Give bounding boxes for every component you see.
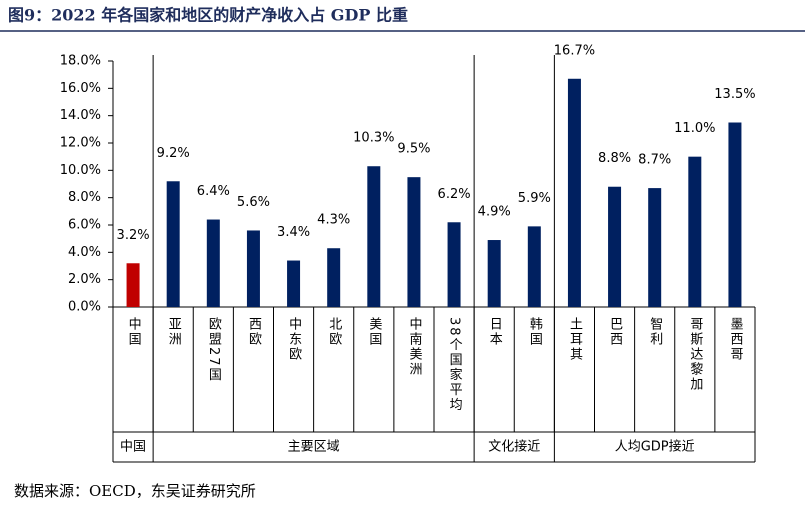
y-tick-label: 0.0% bbox=[68, 300, 101, 315]
bar bbox=[407, 177, 421, 307]
y-tick-label: 4.0% bbox=[68, 245, 101, 260]
y-tick-label: 18.0% bbox=[60, 54, 101, 69]
bar bbox=[166, 181, 180, 307]
group-label: 中国 bbox=[120, 440, 146, 455]
bar bbox=[327, 248, 341, 307]
value-label: 9.2% bbox=[157, 146, 190, 161]
chart-title: 图9：2022 年各国家和地区的财产净收入占 GDP 比重 bbox=[8, 6, 408, 25]
y-tick-label: 10.0% bbox=[60, 163, 101, 178]
x-tick-label: 美国 bbox=[366, 317, 382, 347]
x-tick-label: 韩国 bbox=[527, 317, 543, 347]
value-label: 5.6% bbox=[237, 195, 270, 210]
x-tick-label: 中东欧 bbox=[286, 317, 302, 362]
y-tick-label: 14.0% bbox=[60, 108, 101, 123]
x-tick-label: 日本 bbox=[487, 317, 503, 347]
value-label: 16.7% bbox=[554, 43, 595, 58]
value-label: 6.4% bbox=[197, 184, 230, 199]
x-tick-label: 欧盟27国 bbox=[206, 317, 222, 383]
y-tick-label: 6.0% bbox=[68, 218, 101, 233]
x-tick-label: 智利 bbox=[647, 317, 663, 347]
x-tick-label: 中国 bbox=[126, 317, 141, 347]
bar bbox=[728, 122, 742, 307]
value-label: 9.5% bbox=[397, 142, 430, 157]
y-tick-label: 8.0% bbox=[68, 190, 101, 205]
bar bbox=[126, 263, 140, 307]
value-label: 13.5% bbox=[714, 87, 755, 102]
bar bbox=[206, 219, 220, 307]
x-tick-label: 巴西 bbox=[607, 317, 623, 347]
x-tick-label: 亚洲 bbox=[166, 317, 182, 347]
bar bbox=[608, 186, 622, 307]
y-tick-label: 2.0% bbox=[68, 272, 101, 287]
x-tick-label: 哥斯达黎加 bbox=[687, 317, 703, 392]
value-label: 8.7% bbox=[638, 153, 671, 168]
group-label: 文化接近 bbox=[488, 439, 540, 455]
x-tick-label: 中南美洲 bbox=[406, 317, 422, 377]
value-label: 6.2% bbox=[438, 187, 471, 202]
value-label: 11.0% bbox=[674, 121, 715, 136]
value-label: 5.9% bbox=[518, 191, 551, 206]
value-label: 3.4% bbox=[277, 225, 310, 240]
x-tick-label: 西欧 bbox=[246, 317, 262, 347]
x-tick-label: 土耳其 bbox=[567, 317, 583, 362]
bar bbox=[447, 222, 461, 307]
bar bbox=[648, 188, 662, 307]
bar bbox=[688, 156, 702, 307]
y-tick-label: 16.0% bbox=[60, 81, 101, 96]
bar bbox=[567, 78, 581, 308]
x-tick-label: 38个国家平均 bbox=[447, 317, 463, 413]
x-tick-label: 墨西哥 bbox=[727, 317, 743, 362]
value-label: 3.2% bbox=[117, 228, 150, 243]
bar bbox=[527, 226, 541, 307]
x-tick-label: 北欧 bbox=[326, 317, 342, 347]
value-label: 10.3% bbox=[353, 131, 394, 146]
value-label: 4.3% bbox=[317, 213, 350, 228]
value-label: 8.8% bbox=[598, 151, 631, 166]
bar bbox=[487, 240, 501, 307]
group-label: 人均GDP接近 bbox=[615, 439, 695, 455]
bar bbox=[246, 230, 260, 307]
group-label: 主要区域 bbox=[288, 440, 340, 455]
value-label: 4.9% bbox=[478, 205, 511, 220]
bar bbox=[287, 260, 301, 307]
source-note: 数据来源：OECD，东吴证券研究所 bbox=[14, 482, 256, 500]
y-tick-label: 12.0% bbox=[60, 136, 101, 151]
bar bbox=[367, 166, 381, 307]
